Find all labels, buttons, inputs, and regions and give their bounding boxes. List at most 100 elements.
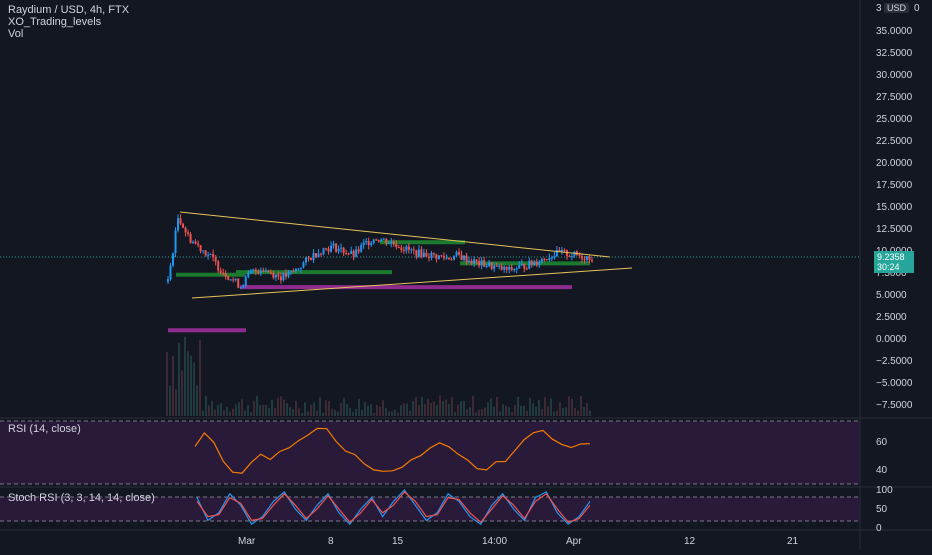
volume-bar <box>229 411 231 416</box>
symbol-title[interactable]: Raydium / USD, 4h, FTX <box>8 4 130 16</box>
volume-bar <box>247 404 249 416</box>
candle-body <box>299 267 302 269</box>
volume-bar <box>394 409 396 416</box>
volume-bar <box>415 396 417 416</box>
candle-body <box>229 279 232 281</box>
volume-bar <box>535 406 537 416</box>
volume-bar <box>238 402 240 416</box>
stoch-band <box>0 497 860 521</box>
stoch-d-line <box>196 491 591 524</box>
volume-bar <box>331 408 333 416</box>
volume-bar <box>241 399 243 416</box>
volume-bar <box>433 401 435 416</box>
volume-bar <box>334 409 336 416</box>
candle-body <box>463 255 466 260</box>
price-tick-label: 5.0000 <box>876 290 907 301</box>
volume-bar <box>181 370 183 416</box>
price-tick-label: −7.5000 <box>876 400 913 411</box>
volume-bar <box>196 385 198 416</box>
candle-body <box>322 248 325 255</box>
candle-body <box>540 258 543 263</box>
candle-body <box>202 250 205 252</box>
volume-bar <box>349 407 351 416</box>
volume-bar <box>439 395 441 416</box>
candle-body <box>430 252 433 258</box>
candle-body <box>264 270 267 272</box>
candle-body <box>194 241 197 244</box>
volume-bar <box>361 410 363 416</box>
candle-body <box>380 239 383 242</box>
volume-bars <box>166 336 591 416</box>
candle-body <box>222 272 225 274</box>
candle-body <box>172 253 175 266</box>
volume-bar <box>280 396 282 416</box>
candle-body <box>227 276 230 280</box>
price-tick-label: 32.5000 <box>876 48 913 59</box>
time-tick-label: 8 <box>328 536 334 547</box>
time-tick-label: 15 <box>392 536 404 547</box>
volume-bar <box>322 412 324 416</box>
candle-body <box>483 260 486 267</box>
candle-body <box>400 247 403 250</box>
volume-bar <box>397 412 399 416</box>
volume-bar <box>583 406 585 416</box>
volume-bar <box>424 404 426 416</box>
candle-body <box>297 268 300 270</box>
candle-body <box>528 260 531 269</box>
candle-body <box>287 271 290 277</box>
bar-countdown: 30:24 <box>877 262 900 272</box>
trendlines[interactable] <box>179 211 633 299</box>
volume-bar <box>514 404 516 416</box>
candle-body <box>247 273 250 277</box>
volume-bar <box>532 403 534 416</box>
volume-bar <box>562 408 564 416</box>
candle-body <box>345 253 348 255</box>
candle-body <box>282 273 285 281</box>
price-tick-label: 0.0000 <box>876 334 907 345</box>
price-tick-label: 20.0000 <box>876 158 913 169</box>
volume-bar <box>580 395 582 416</box>
candle-body <box>585 256 588 260</box>
candle-body <box>488 262 491 266</box>
candle-body <box>292 271 295 273</box>
volume-bar <box>451 397 453 416</box>
candle-body <box>197 243 200 246</box>
candle-body <box>302 262 305 268</box>
candle-body <box>548 257 551 260</box>
candle-body <box>259 270 262 273</box>
rsi-title[interactable]: RSI (14, close) <box>8 423 81 435</box>
volume-bar <box>463 400 465 416</box>
volume-bar <box>481 408 483 416</box>
candle-body <box>503 266 506 270</box>
price-axis[interactable]: 35.0000 32.5000 30.0000 27.5000 25.0000 22.50… <box>876 26 913 411</box>
candle-body <box>468 260 471 263</box>
currency-badge[interactable]: USD <box>884 3 910 13</box>
volume-bar <box>214 409 216 416</box>
indicator-xo-label[interactable]: XO_Trading_levels <box>8 16 102 28</box>
candle-body <box>372 239 375 244</box>
candle-body <box>493 265 496 269</box>
volume-bar <box>211 400 213 416</box>
candle-body <box>515 268 518 270</box>
candle-body <box>340 247 343 249</box>
volume-bar <box>541 408 543 416</box>
trading-levels <box>168 240 590 333</box>
volume-bar <box>544 397 546 416</box>
price-tick-label: 30.0000 <box>876 70 913 81</box>
time-axis[interactable]: Mar 8 15 14:00 Apr 12 21 <box>238 536 799 547</box>
volume-bar <box>556 410 558 416</box>
indicator-vol-label[interactable]: Vol <box>8 28 24 40</box>
candle-body <box>473 259 476 264</box>
stoch-title[interactable]: Stoch RSI (3, 3, 14, 14, close) <box>8 492 155 504</box>
price-tick-label: −2.5000 <box>876 356 913 367</box>
candle-body <box>342 247 345 254</box>
candle-body <box>274 274 277 278</box>
candle-body <box>568 255 571 257</box>
candle-body <box>187 232 190 235</box>
volume-bar <box>358 398 360 416</box>
volume-bar <box>493 406 495 416</box>
candle-body <box>455 252 458 256</box>
time-tick-label: Apr <box>566 536 582 547</box>
